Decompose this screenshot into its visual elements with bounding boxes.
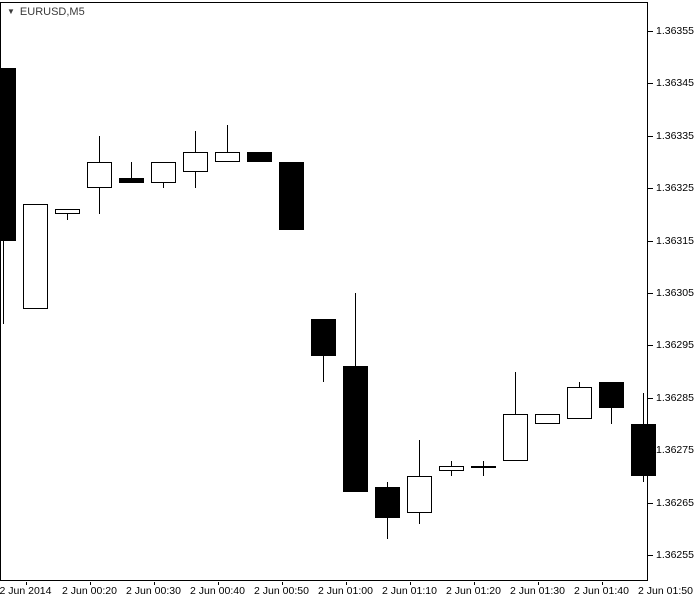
time-tick-mark bbox=[537, 582, 539, 585]
time-tick-label: 2 Jun 00:40 bbox=[190, 585, 245, 597]
price-tick-mark bbox=[648, 240, 653, 242]
time-tick-label: 2 Jun 00:20 bbox=[62, 585, 117, 597]
candle-body bbox=[279, 162, 304, 231]
price-tick-mark bbox=[648, 502, 653, 504]
price-tick-mark bbox=[648, 31, 653, 32]
candle-body bbox=[535, 413, 560, 424]
price-tick-label: 1.36285 bbox=[656, 391, 694, 404]
price-tick-label: 1.36275 bbox=[656, 444, 694, 457]
price-tick-mark bbox=[648, 555, 653, 556]
time-tick-label: 2 Jun 01:50 bbox=[638, 585, 693, 597]
price-tick-mark bbox=[648, 450, 653, 452]
price-tick-mark bbox=[648, 345, 653, 347]
price-tick-label: 1.36315 bbox=[656, 234, 694, 247]
price-tick-label: 1.36305 bbox=[656, 287, 694, 299]
time-tick-mark bbox=[217, 582, 219, 585]
candle-body bbox=[311, 319, 336, 356]
candle-body bbox=[215, 151, 240, 162]
candle-body bbox=[567, 387, 592, 419]
time-tick-mark bbox=[153, 582, 155, 585]
candle-body bbox=[599, 382, 624, 409]
candle-body bbox=[151, 162, 176, 183]
time-tick-mark bbox=[25, 582, 27, 585]
time-tick-label: 2 Jun 01:00 bbox=[318, 585, 373, 597]
candle-body bbox=[407, 476, 432, 514]
time-tick-mark bbox=[601, 582, 603, 585]
candle-body bbox=[23, 203, 48, 309]
candle-body bbox=[0, 67, 16, 241]
candle-wick bbox=[67, 209, 68, 220]
candle-body bbox=[503, 413, 528, 461]
time-tick-label: 2 Jun 01:10 bbox=[382, 585, 437, 597]
candle-body bbox=[439, 465, 464, 472]
price-tick-label: 1.36255 bbox=[656, 549, 694, 561]
time-tick-label: 2 Jun 00:30 bbox=[126, 585, 181, 597]
time-tick-label: 2 Jun 01:20 bbox=[446, 585, 501, 597]
price-tick-label: 1.36295 bbox=[656, 339, 694, 352]
time-tick-label: 2 Jun 01:30 bbox=[510, 585, 565, 597]
candle-body bbox=[119, 177, 144, 183]
time-tick-mark bbox=[281, 582, 283, 585]
candle-body bbox=[247, 151, 272, 162]
price-tick-mark bbox=[648, 83, 653, 85]
price-tick-label: 1.36335 bbox=[656, 129, 694, 142]
candle-body bbox=[471, 465, 496, 468]
candle-body bbox=[55, 209, 80, 215]
chevron-down-icon[interactable]: ▼ bbox=[7, 7, 15, 16]
time-tick-label: 2 Jun 2014 bbox=[0, 585, 52, 597]
symbol-period-label: ▼ EURUSD,M5 bbox=[7, 5, 85, 19]
candle-body bbox=[375, 486, 400, 519]
price-tick-label: 1.36355 bbox=[656, 25, 694, 37]
price-tick-mark bbox=[648, 135, 653, 137]
price-tick-mark bbox=[648, 397, 653, 399]
price-tick-mark bbox=[648, 293, 653, 294]
time-tick-mark bbox=[345, 582, 347, 585]
time-tick-mark bbox=[409, 582, 411, 585]
time-tick-mark bbox=[473, 582, 475, 585]
price-tick-label: 1.36265 bbox=[656, 496, 694, 509]
time-tick-label: 2 Jun 00:50 bbox=[254, 585, 309, 597]
candle-body bbox=[183, 151, 208, 173]
time-tick-label: 2 Jun 01:40 bbox=[574, 585, 629, 597]
candle-body bbox=[87, 162, 112, 189]
chart-frame bbox=[0, 2, 648, 581]
candle-wick bbox=[131, 162, 132, 183]
candle-wick bbox=[227, 125, 228, 162]
candle-wick bbox=[483, 460, 484, 477]
price-tick-mark bbox=[648, 188, 653, 190]
price-tick-label: 1.36325 bbox=[656, 182, 694, 195]
time-tick-mark bbox=[89, 582, 91, 585]
candle-body bbox=[343, 366, 368, 493]
symbol-period-text: EURUSD,M5 bbox=[19, 6, 85, 18]
price-tick-label: 1.36345 bbox=[656, 77, 694, 90]
